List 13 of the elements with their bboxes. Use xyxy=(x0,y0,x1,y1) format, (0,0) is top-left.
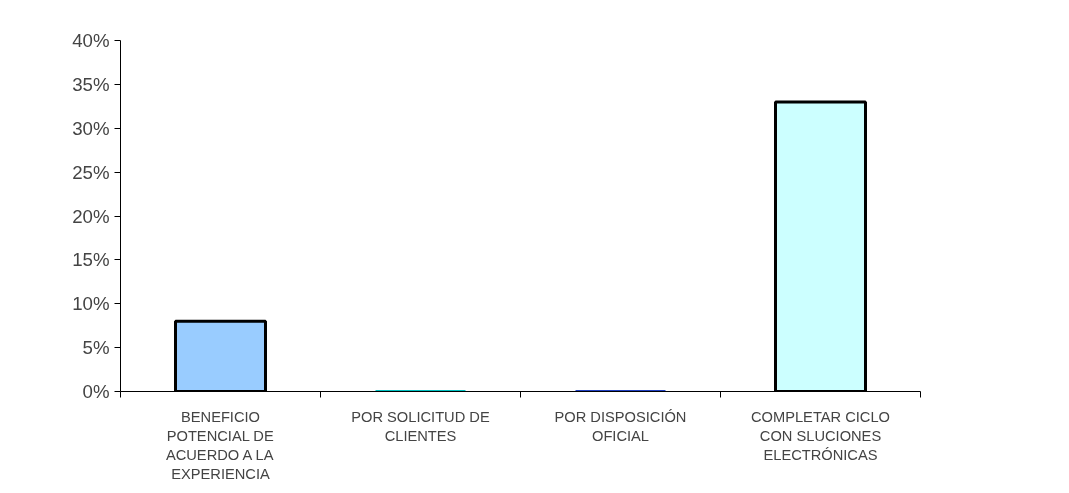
x-tick-label: BENEFICIO POTENCIAL DE ACUERDO A LA EXPERIENCIA xyxy=(165,408,274,483)
y-tick-label: 5% xyxy=(82,337,110,359)
y-tick-label: 15% xyxy=(72,249,110,271)
y-tick-label: 40% xyxy=(72,30,110,51)
y-tick-label: 30% xyxy=(72,117,110,139)
x-tick-label: COMPLETAR CICLO CON SLUCIONES ELECTRÓNICAS xyxy=(751,408,890,463)
y-tick-label: 20% xyxy=(72,205,110,227)
y-tick-label: 25% xyxy=(72,161,110,183)
y-tick-label: 35% xyxy=(72,73,110,95)
x-tick-label: POR DISPOSICIÓN OFICIAL xyxy=(554,408,687,444)
x-tick-label: POR SOLICITUD DE CLIENTES xyxy=(351,408,490,444)
y-tick-label: 0% xyxy=(82,381,110,402)
y-tick-label: 10% xyxy=(72,293,110,315)
